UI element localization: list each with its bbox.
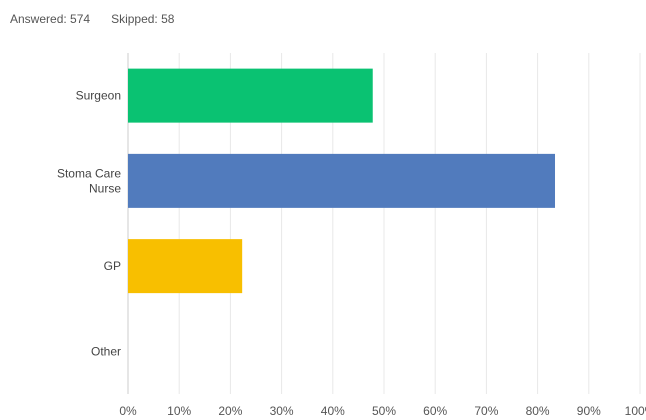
x-tick-label: 20% — [218, 404, 242, 418]
category-label: Stoma Care — [57, 166, 121, 180]
category-label: Surgeon — [76, 89, 121, 103]
x-tick-label: 30% — [270, 404, 294, 418]
x-tick-label: 60% — [423, 404, 447, 418]
x-tick-label: 70% — [474, 404, 498, 418]
category-label: Other — [91, 344, 121, 358]
skipped-count: Skipped: 58 — [111, 12, 175, 26]
x-tick-label: 0% — [119, 404, 137, 418]
bar — [128, 68, 373, 123]
x-tick-label: 100% — [625, 404, 646, 418]
x-tick-label: 50% — [372, 404, 396, 418]
x-tick-label: 40% — [321, 404, 345, 418]
bar — [128, 153, 556, 208]
x-tick-label: 90% — [577, 404, 601, 418]
category-label: GP — [104, 259, 121, 273]
x-tick-label: 10% — [167, 404, 191, 418]
bar — [128, 239, 243, 294]
category-label: Nurse — [89, 181, 121, 195]
response-stats: Answered: 574 Skipped: 58 — [10, 12, 174, 26]
x-tick-label: 80% — [526, 404, 550, 418]
answered-count: Answered: 574 — [10, 12, 91, 26]
